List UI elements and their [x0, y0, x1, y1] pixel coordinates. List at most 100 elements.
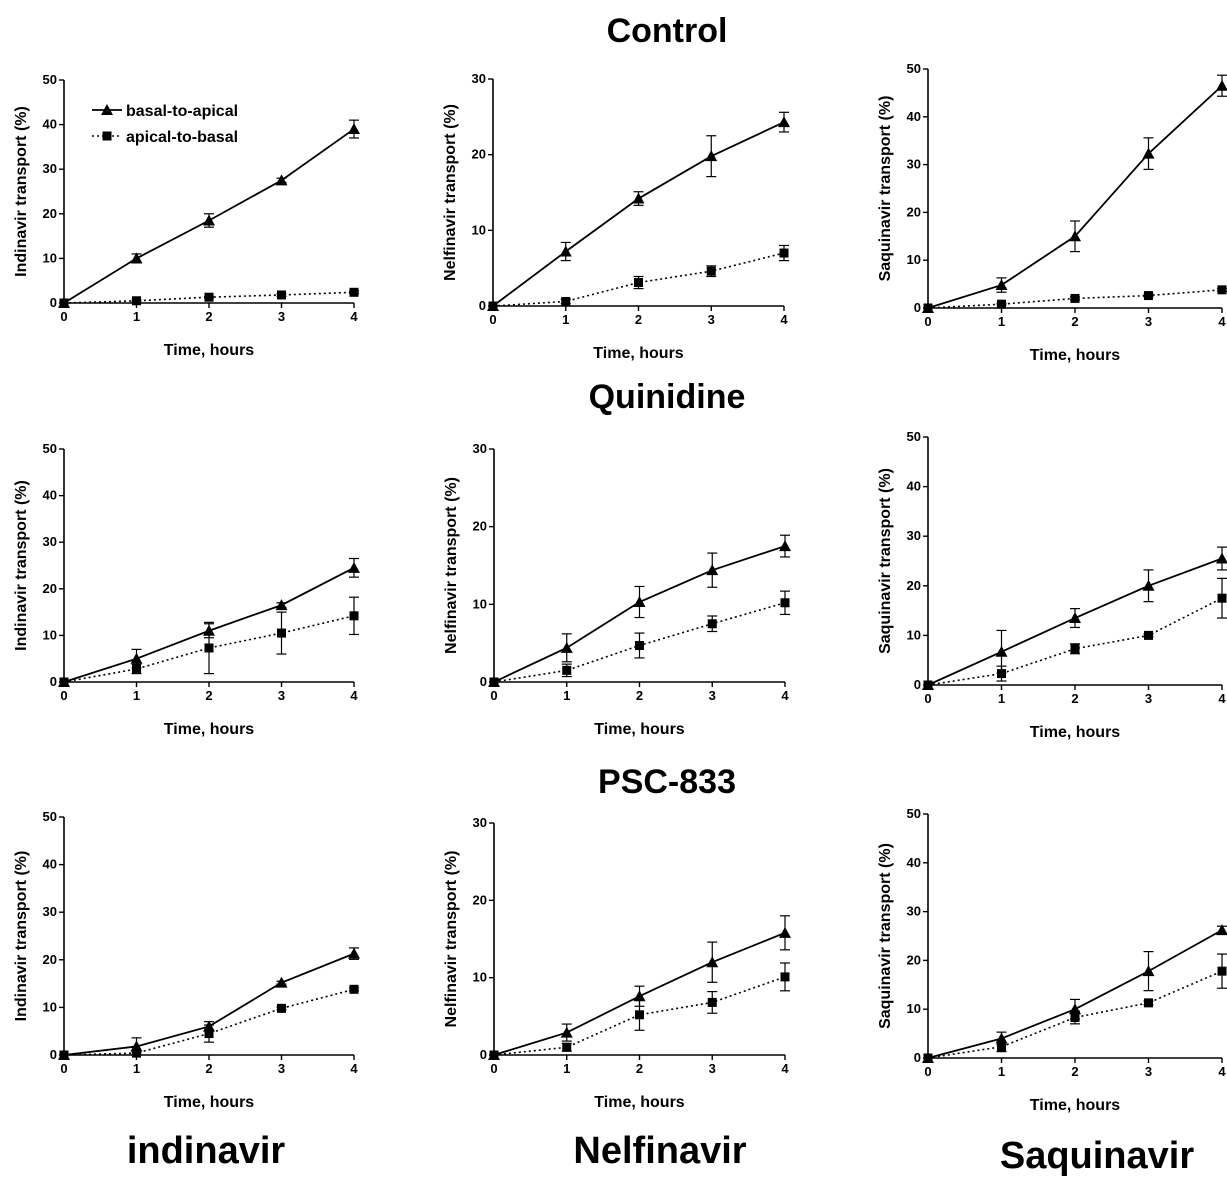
- data-point-square: [780, 972, 790, 982]
- y-tick-label: 30: [472, 71, 486, 86]
- chart-panel-4: 0 10 20 30 40 50 0 1 2 3 4 Time, hours Indinavir tra…: [13, 441, 360, 738]
- x-axis-label: Time, hours: [1030, 1097, 1120, 1114]
- x-axis-label: Time, hours: [1030, 347, 1120, 364]
- y-tick-label: 50: [907, 806, 921, 821]
- x-tick-label: 4: [1218, 691, 1226, 706]
- data-point-square: [204, 643, 214, 653]
- data-point-square: [277, 290, 286, 300]
- x-axis-label: Time, hours: [164, 1094, 254, 1111]
- data-point-square: [489, 1050, 499, 1060]
- x-tick-label: 0: [490, 688, 497, 703]
- col-title-nelfinavir: Nelfinavir: [573, 1130, 747, 1172]
- x-tick-label: 1: [133, 309, 140, 324]
- data-point-triangle: [560, 641, 573, 653]
- x-tick-label: 2: [205, 1061, 212, 1076]
- y-tick-label: 0: [914, 1050, 921, 1065]
- y-tick-label: 20: [907, 578, 921, 593]
- chart-panel-8: 0 10 20 30 0 1 2 3 4 Time, hours Nelfinavir transp…: [443, 815, 791, 1111]
- y-tick-label: 10: [473, 596, 487, 611]
- data-point-square: [204, 292, 214, 302]
- y-tick-label: 0: [50, 295, 57, 310]
- data-point-triangle: [633, 990, 646, 1002]
- y-tick-label: 30: [473, 815, 487, 830]
- data-point-triangle: [705, 150, 718, 162]
- data-point-square: [997, 299, 1006, 309]
- row-title-psc833: PSC-833: [598, 763, 736, 801]
- y-tick-label: 10: [43, 250, 57, 265]
- y-tick-label: 30: [907, 904, 921, 919]
- x-tick-label: 0: [924, 691, 931, 706]
- chart-panel-5: 0 10 20 30 0 1 2 3 4 Time, hours Nelfinavir transp…: [443, 441, 791, 738]
- data-point-square: [562, 1042, 572, 1052]
- data-point-square: [923, 1053, 933, 1063]
- data-point-triangle: [275, 599, 288, 611]
- y-tick-label: 10: [43, 999, 57, 1014]
- x-axis-label: Time, hours: [1030, 724, 1120, 741]
- data-point-square: [349, 984, 359, 994]
- data-point-triangle: [275, 174, 288, 186]
- data-point-triangle: [1216, 552, 1227, 564]
- data-point-square: [706, 266, 716, 276]
- data-point-square: [1217, 285, 1227, 295]
- series-line-apical-to-basal: [927, 970, 1223, 1059]
- x-axis-label: Time, hours: [164, 342, 254, 359]
- data-point-square: [1217, 593, 1227, 603]
- x-tick-label: 0: [60, 309, 67, 324]
- data-point-square: [1144, 630, 1153, 640]
- x-tick-label: 2: [636, 1061, 643, 1076]
- data-point-square: [132, 664, 141, 674]
- series-line-apical-to-basal: [927, 289, 1223, 309]
- y-tick-label: 40: [907, 109, 921, 124]
- x-tick-label: 4: [1218, 1064, 1226, 1079]
- x-tick-label: 3: [1145, 314, 1152, 329]
- y-axis-label: Nelfinavir transport (%): [443, 851, 460, 1028]
- x-tick-label: 1: [133, 688, 140, 703]
- y-tick-label: 30: [473, 441, 487, 456]
- data-point-square: [59, 1050, 69, 1060]
- y-tick-label: 20: [43, 952, 57, 967]
- x-tick-label: 4: [350, 309, 358, 324]
- x-axis-label: Time, hours: [594, 1094, 684, 1111]
- data-point-square: [277, 628, 286, 638]
- y-tick-label: 40: [907, 479, 921, 494]
- data-point-triangle: [559, 245, 572, 257]
- data-point-triangle: [348, 123, 360, 135]
- data-point-triangle: [348, 947, 360, 959]
- x-tick-label: 1: [562, 312, 569, 327]
- x-axis-label: Time, hours: [164, 721, 254, 738]
- x-tick-label: 4: [781, 688, 789, 703]
- data-point-triangle: [995, 1032, 1008, 1044]
- series-line-apical-to-basal: [492, 252, 785, 307]
- x-tick-label: 4: [1218, 314, 1226, 329]
- x-tick-label: 1: [133, 1061, 140, 1076]
- x-tick-label: 3: [709, 688, 716, 703]
- data-point-square: [997, 1042, 1006, 1052]
- data-point-triangle: [1142, 147, 1155, 159]
- data-point-triangle: [1069, 612, 1081, 624]
- x-tick-label: 1: [998, 1064, 1005, 1079]
- data-point-square: [923, 680, 933, 690]
- x-tick-label: 3: [1145, 691, 1152, 706]
- x-tick-label: 0: [60, 688, 67, 703]
- x-tick-label: 0: [489, 312, 496, 327]
- x-tick-label: 0: [924, 314, 931, 329]
- data-point-triangle: [1069, 230, 1081, 242]
- data-point-triangle: [1142, 965, 1155, 977]
- data-point-square: [1070, 644, 1080, 654]
- series-line-basal-to-apical: [927, 929, 1223, 1059]
- y-tick-label: 10: [43, 627, 57, 642]
- chart-panel-9: 0 10 20 30 40 50 0 1 2 3 4 Time, hours Saquinavir tr…: [877, 806, 1227, 1114]
- data-point-triangle: [275, 976, 288, 988]
- y-tick-label: 40: [43, 857, 57, 872]
- data-point-square: [349, 611, 359, 621]
- data-point-square: [780, 598, 790, 608]
- x-tick-label: 4: [780, 312, 788, 327]
- y-tick-label: 30: [43, 161, 57, 176]
- x-tick-label: 2: [205, 688, 212, 703]
- y-tick-label: 40: [43, 488, 57, 503]
- y-tick-label: 0: [479, 298, 486, 313]
- x-tick-label: 1: [998, 314, 1005, 329]
- data-point-square: [59, 677, 69, 687]
- y-tick-label: 20: [43, 581, 57, 596]
- x-tick-label: 1: [563, 1061, 570, 1076]
